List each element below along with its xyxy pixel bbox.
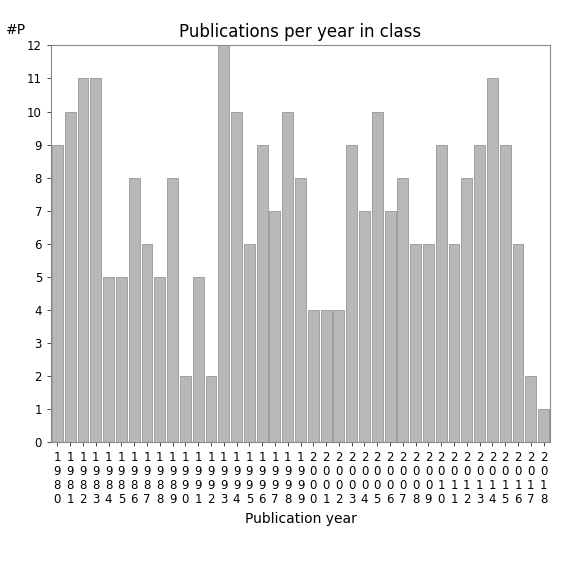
Bar [513, 244, 523, 442]
Bar [116, 277, 127, 442]
Bar [193, 277, 204, 442]
Bar [231, 112, 242, 442]
Bar [333, 310, 344, 442]
Bar [180, 376, 191, 442]
Bar [526, 376, 536, 442]
Bar [372, 112, 383, 442]
Bar [129, 177, 139, 442]
Bar [167, 177, 178, 442]
Bar [346, 145, 357, 442]
Bar [538, 409, 549, 442]
Bar [474, 145, 485, 442]
Bar [205, 376, 217, 442]
Bar [65, 112, 75, 442]
Bar [103, 277, 114, 442]
Bar [78, 78, 88, 442]
Bar [154, 277, 165, 442]
Bar [436, 145, 447, 442]
Bar [308, 310, 319, 442]
Bar [384, 211, 396, 442]
Bar [423, 244, 434, 442]
Bar [90, 78, 101, 442]
Bar [52, 145, 63, 442]
Bar [257, 145, 268, 442]
Bar [282, 112, 293, 442]
Bar [359, 211, 370, 442]
Bar [218, 45, 229, 442]
Bar [448, 244, 459, 442]
Bar [295, 177, 306, 442]
Title: Publications per year in class: Publications per year in class [179, 23, 422, 41]
X-axis label: Publication year: Publication year [244, 512, 357, 526]
Bar [462, 177, 472, 442]
Y-axis label: #P: #P [6, 23, 26, 37]
Bar [269, 211, 280, 442]
Bar [487, 78, 498, 442]
Bar [142, 244, 153, 442]
Bar [244, 244, 255, 442]
Bar [397, 177, 408, 442]
Bar [410, 244, 421, 442]
Bar [321, 310, 332, 442]
Bar [500, 145, 511, 442]
